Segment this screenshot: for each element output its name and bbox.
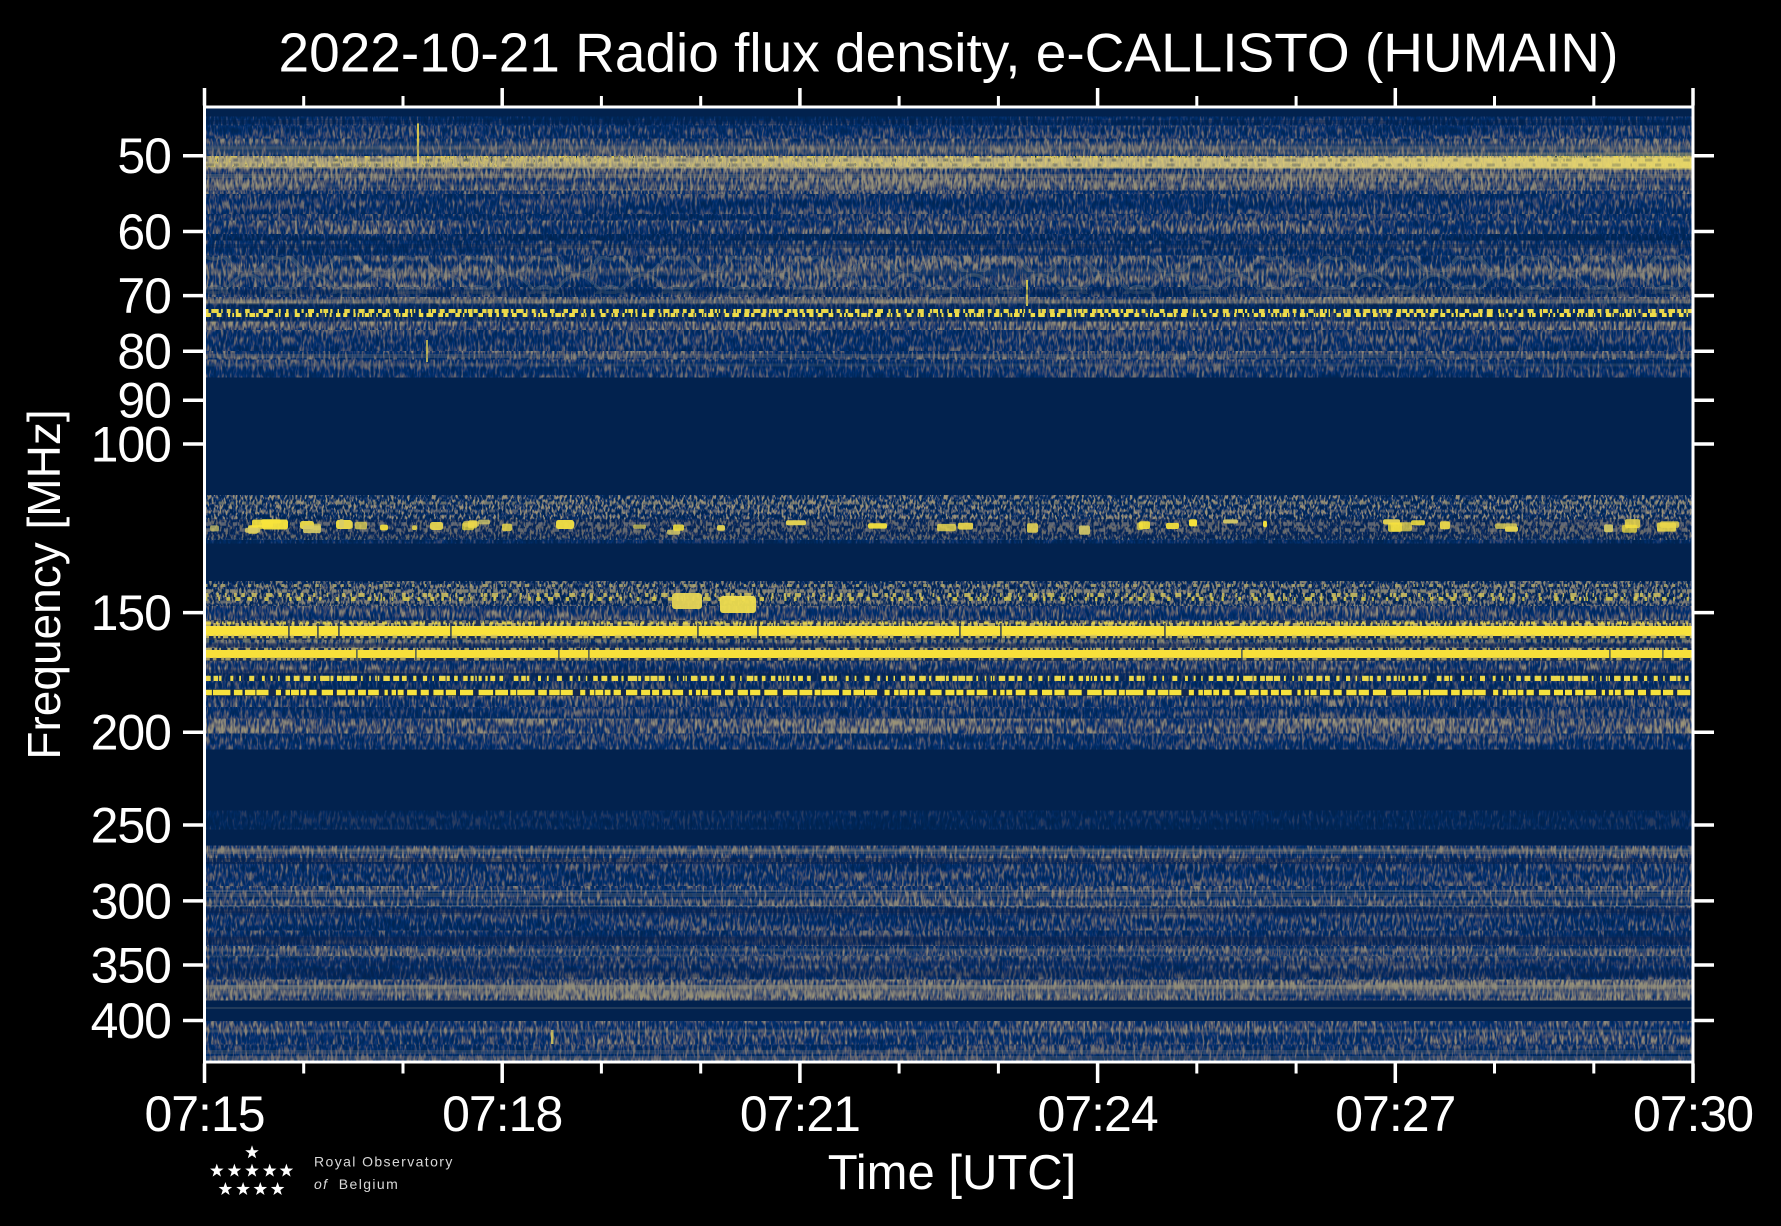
svg-text:400: 400 bbox=[91, 993, 171, 1049]
svg-text:2022-10-21 Radio flux density,: 2022-10-21 Radio flux density, e-CALLIST… bbox=[279, 22, 1619, 84]
svg-text:07:18: 07:18 bbox=[442, 1086, 562, 1142]
svg-text:100: 100 bbox=[91, 417, 171, 473]
svg-text:Time [UTC]: Time [UTC] bbox=[828, 1146, 1077, 1200]
svg-text:07:27: 07:27 bbox=[1335, 1086, 1455, 1142]
svg-text:07:21: 07:21 bbox=[740, 1086, 860, 1142]
svg-text:07:30: 07:30 bbox=[1633, 1086, 1753, 1142]
svg-text:50: 50 bbox=[117, 128, 171, 184]
svg-text:07:15: 07:15 bbox=[144, 1086, 264, 1142]
svg-text:200: 200 bbox=[91, 705, 171, 761]
svg-text:60: 60 bbox=[117, 204, 171, 260]
svg-text:150: 150 bbox=[91, 585, 171, 641]
svg-text:80: 80 bbox=[117, 324, 171, 380]
svg-text:Frequency [MHz]: Frequency [MHz] bbox=[18, 409, 70, 759]
svg-text:07:24: 07:24 bbox=[1038, 1086, 1158, 1142]
svg-text:90: 90 bbox=[117, 373, 171, 429]
svg-text:250: 250 bbox=[91, 798, 171, 854]
svg-text:of Belgium: of Belgium bbox=[314, 1176, 399, 1192]
svg-text:300: 300 bbox=[91, 873, 171, 929]
svg-text:350: 350 bbox=[91, 938, 171, 994]
svg-text:Royal Observatory: Royal Observatory bbox=[314, 1154, 454, 1170]
svg-text:70: 70 bbox=[117, 268, 171, 324]
